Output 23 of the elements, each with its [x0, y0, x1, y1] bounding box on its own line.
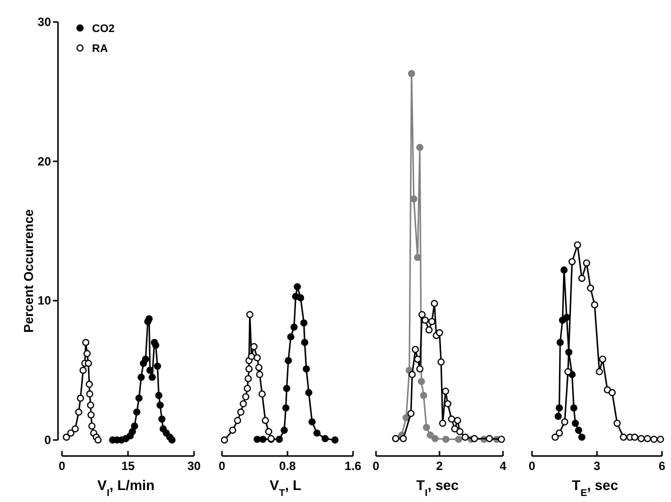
- legend-label: CO2: [92, 23, 115, 35]
- x-tick-label: 0: [218, 459, 226, 473]
- x-tick-label: 15: [121, 459, 135, 473]
- x-tick-label: 3: [594, 459, 601, 473]
- x-axis-title: V$_{T}$, L: [270, 477, 302, 498]
- x-axis-title: V$_{I}$, L/min: [97, 477, 155, 498]
- x-tick-label: 0: [58, 459, 66, 473]
- y-axis-title: Percent Occurrence: [21, 209, 36, 333]
- legend-label: RA: [92, 43, 108, 55]
- x-axis-title: T$_{E}$, sec: [572, 477, 618, 498]
- x-tick-label: 6: [658, 459, 666, 473]
- y-tick-label: 20: [38, 154, 52, 168]
- x-tick-label: 2: [436, 459, 444, 473]
- x-tick-label: 0: [528, 459, 536, 473]
- x-tick-label: 1.6: [344, 459, 362, 473]
- x-tick-label: 0.8: [279, 459, 296, 473]
- x-tick-label: 0: [372, 459, 380, 473]
- x-tick-label: 4: [500, 459, 507, 473]
- x-tick-label: 30: [187, 459, 201, 473]
- y-tick-label: 30: [38, 15, 52, 29]
- x-axis-title: T$_{I}$, sec: [416, 477, 459, 498]
- y-tick-label: 10: [38, 294, 52, 308]
- y-tick-label: 0: [44, 433, 52, 447]
